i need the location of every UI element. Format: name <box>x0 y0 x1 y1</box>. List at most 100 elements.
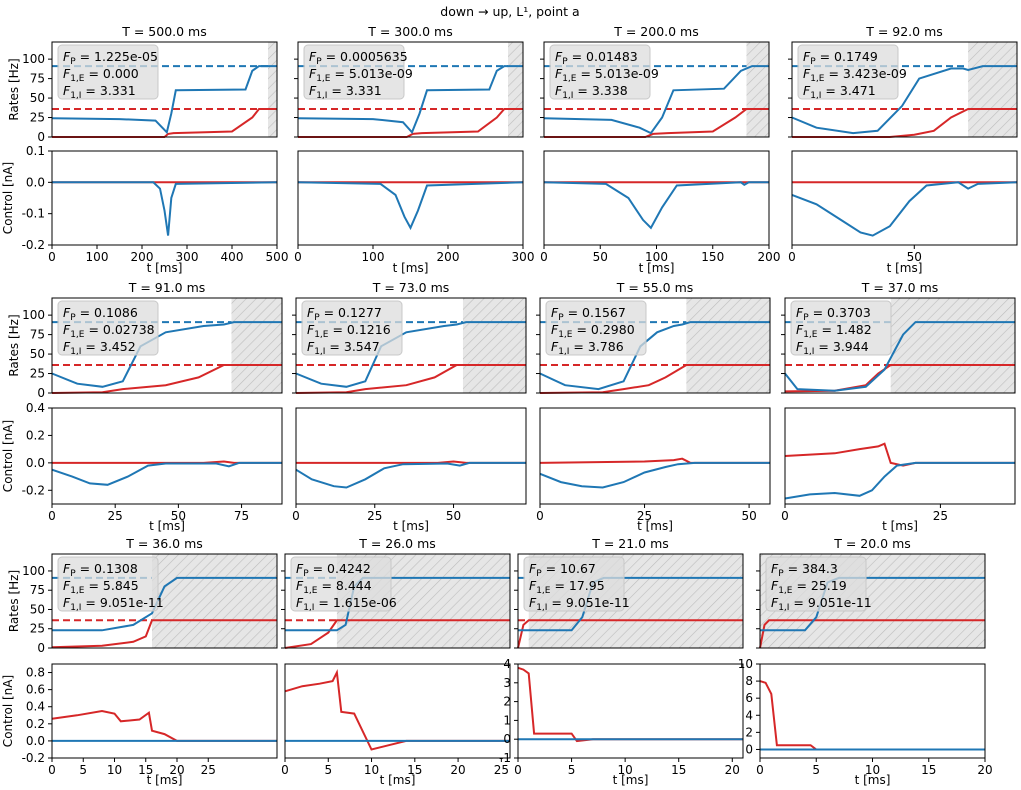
rates-axes-frame <box>784 297 1016 394</box>
xtick-label: 15 <box>407 763 422 777</box>
rate-inhibitory-line <box>52 108 277 138</box>
rates-ytick-label: 75 <box>30 328 45 342</box>
rates-axes-frame <box>539 297 771 394</box>
cost-value-2: F1,I = 3.338 <box>555 83 628 101</box>
cost-value-1: F1,E = 1.482 <box>796 322 872 340</box>
xtick-label: 100 <box>362 250 385 264</box>
rates-ytick-label: 25 <box>30 622 45 636</box>
xlabel: t [ms] <box>147 773 183 787</box>
panel-title: T = 500.0 ms <box>121 24 207 39</box>
control-inhibitory-line <box>759 680 985 751</box>
control-inhibitory-line <box>51 709 277 742</box>
control-axes-frame <box>539 407 771 505</box>
xtick-label: 25 <box>637 509 652 523</box>
panel-title: T = 37.0 ms <box>861 280 939 295</box>
cost-value-2: F1,I = 3.331 <box>63 83 136 101</box>
terminal-period-region <box>231 298 282 393</box>
cost-value-2: F1,I = 9.051e-11 <box>529 595 630 613</box>
xtick-label: 50 <box>907 250 922 264</box>
cost-value-1: F1,E = 8.444 <box>296 578 372 596</box>
rate-inhibitory-line <box>295 364 526 394</box>
control-ytick-label: 10 <box>738 657 753 671</box>
xtick-label: 200 <box>437 250 460 264</box>
cost-value-1: F1,E = 0.1216 <box>307 322 391 340</box>
cost-value-2: F1,I = 3.471 <box>803 83 876 101</box>
cost-value-1: F1,E = 3.423e-09 <box>803 66 907 84</box>
control-axes-frame <box>51 150 278 246</box>
rates-ytick-label: 75 <box>30 72 45 86</box>
xlabel: t [ms] <box>393 261 429 275</box>
rates-axes-frame <box>791 41 1018 138</box>
cost-value-1: F1,E = 0.000 <box>63 66 139 84</box>
xtick-label: 0 <box>294 250 302 264</box>
rate-inhibitory-line <box>51 364 282 394</box>
xtick-label: 20 <box>977 763 992 777</box>
control-excitatory-line <box>51 461 282 486</box>
legend-box <box>57 300 159 356</box>
control-excitatory-line <box>52 181 278 236</box>
control-axes-frame <box>51 663 278 759</box>
xtick-label: 25 <box>108 509 123 523</box>
rates-ytick-label: 100 <box>22 52 45 66</box>
control-axes-frame <box>543 150 770 246</box>
rates-ytick-label: 0 <box>37 641 45 655</box>
xtick-label: 20 <box>169 763 184 777</box>
xlabel: t [ms] <box>887 261 923 275</box>
control-ytick-label: 4 <box>745 708 753 722</box>
rate-inhibitory-line <box>759 619 985 649</box>
xtick-label: 5 <box>568 763 576 777</box>
rates-axes-frame <box>284 553 511 649</box>
cost-value-0: FP = 0.1749 <box>803 49 878 67</box>
control-ytick-label: 0.2 <box>26 717 45 731</box>
rates-ylabel: Rates [Hz] <box>7 314 21 376</box>
control-axes-frame <box>517 663 744 759</box>
control-ytick-label: -0.2 <box>22 238 45 252</box>
rates-ytick-label: 75 <box>30 583 45 597</box>
xtick-label: 15 <box>921 763 936 777</box>
legend-box <box>797 44 899 100</box>
xtick-label: 10 <box>107 763 122 777</box>
control-axes-frame <box>51 407 283 505</box>
control-axes-frame <box>784 407 1016 505</box>
cost-value-1: F1,E = 5.845 <box>63 578 139 596</box>
rates-ytick-label: 0 <box>37 386 45 400</box>
xtick-label: 300 <box>176 250 199 264</box>
legend-box <box>290 556 392 612</box>
terminal-period-region <box>508 42 523 137</box>
control-ytick-label: 8 <box>745 674 753 688</box>
rate-inhibitory-line <box>544 108 769 138</box>
xtick-label: 0 <box>536 509 544 523</box>
panel-title: T = 21.0 ms <box>591 536 669 551</box>
legend-box <box>790 300 892 356</box>
terminal-period-region <box>746 42 769 137</box>
rates-ytick-label: 25 <box>30 111 45 125</box>
legend-box <box>57 556 159 612</box>
rates-ytick-label: 25 <box>30 367 45 381</box>
rates-axes-frame <box>51 553 278 649</box>
control-axes-frame <box>791 150 1018 246</box>
xtick-label: 200 <box>131 250 154 264</box>
control-ytick-label: 0.0 <box>26 175 45 189</box>
xlabel: t [ms] <box>149 519 185 533</box>
cost-value-2: F1,I = 3.944 <box>796 339 869 357</box>
control-ytick-label: -0.1 <box>22 207 45 221</box>
terminal-period-region <box>968 42 1017 137</box>
cost-value-1: F1,E = 0.2980 <box>551 322 635 340</box>
xtick-label: 25 <box>367 509 382 523</box>
control-axes-frame <box>284 663 511 759</box>
rates-ylabel: Rates [Hz] <box>7 570 21 632</box>
panel-title: T = 55.0 ms <box>616 280 694 295</box>
cost-value-0: FP = 384.3 <box>771 561 838 579</box>
rate-inhibitory-line <box>51 619 277 649</box>
legend-box <box>545 300 647 356</box>
xtick-label: 10 <box>364 763 379 777</box>
